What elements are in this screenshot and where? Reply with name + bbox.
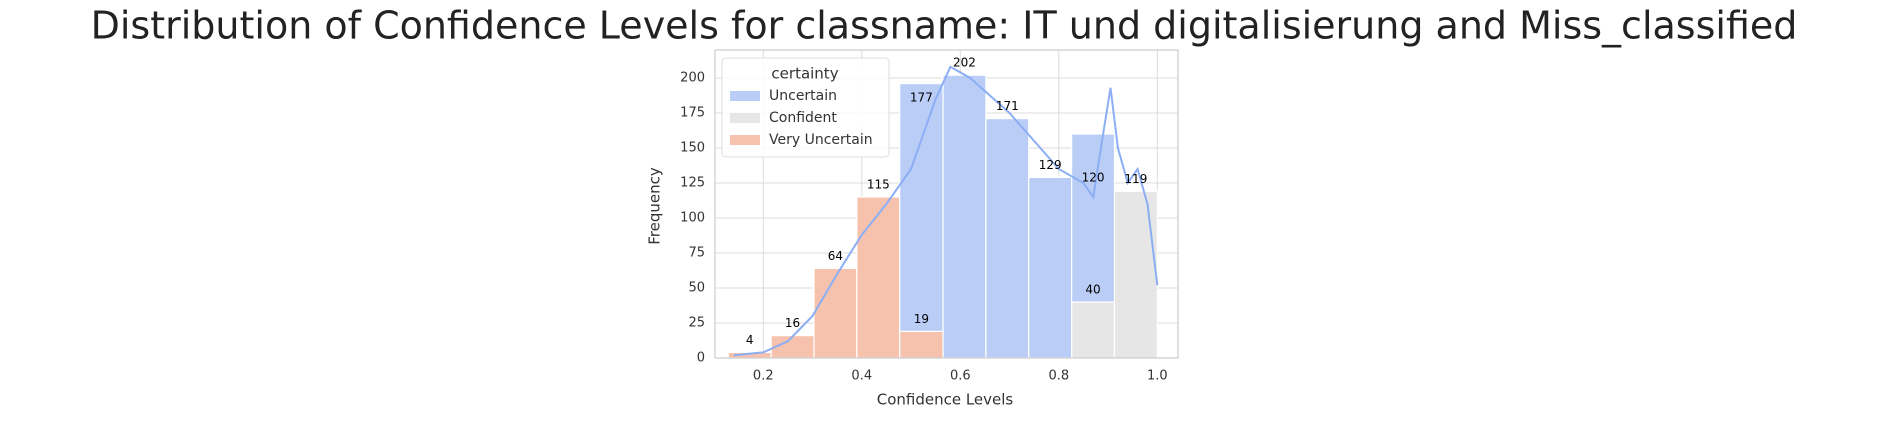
bar (1071, 301, 1116, 359)
legend-swatch (730, 113, 760, 123)
legend-label: Confident (769, 110, 837, 126)
data-label: 115 (867, 178, 890, 192)
y-axis-label: Frequency (646, 167, 664, 245)
data-label: 202 (953, 56, 976, 70)
data-label: 120 (1082, 171, 1105, 185)
x-tick-label: 0.8 (1048, 369, 1069, 384)
y-tick-label: 175 (680, 106, 705, 121)
data-label: 119 (1124, 172, 1147, 186)
legend-box (721, 57, 890, 158)
x-tick-label: 0.6 (950, 369, 971, 384)
y-tick-label: 100 (680, 211, 705, 226)
bar (1113, 190, 1158, 359)
data-label: 64 (828, 249, 843, 263)
bar (942, 74, 987, 359)
data-label: 4 (746, 333, 754, 347)
bar (856, 196, 901, 359)
data-label: 171 (996, 99, 1019, 113)
bar (813, 267, 858, 359)
x-axis-label: Confidence Levels (877, 391, 1014, 409)
y-tick-label: 200 (680, 71, 705, 86)
data-label: 40 (1085, 283, 1100, 297)
data-label: 177 (910, 91, 933, 105)
y-tick-label: 75 (688, 246, 705, 261)
y-tick-label: 125 (680, 176, 705, 191)
plot-frame (714, 49, 1179, 359)
bar (1071, 133, 1116, 303)
chart-title: Distribution of Confidence Levels for cl… (91, 4, 1798, 48)
bar (899, 330, 944, 359)
data-label: 19 (914, 312, 929, 326)
y-tick-label: 0 (697, 351, 705, 366)
y-tick-label: 25 (688, 316, 705, 331)
x-tick-label: 0.4 (851, 369, 872, 384)
data-label: 129 (1039, 158, 1062, 172)
y-tick-label: 50 (688, 281, 705, 296)
legend-label: Uncertain (769, 88, 837, 104)
legend-title: certainty (771, 65, 838, 83)
legend: certainty Uncertain Confident Very Uncertai… (721, 57, 890, 158)
x-tick-label: 0.2 (753, 369, 774, 384)
bar (899, 82, 944, 333)
kde-line (733, 65, 1159, 357)
data-label: 16 (785, 316, 800, 330)
legend-label: Very Uncertain (769, 132, 873, 148)
legend-swatch (730, 91, 760, 101)
bar (985, 117, 1030, 359)
bar (1028, 176, 1073, 359)
x-tick-label: 1.0 (1147, 369, 1168, 384)
legend-swatch (730, 135, 760, 145)
y-tick-label: 150 (680, 141, 705, 156)
